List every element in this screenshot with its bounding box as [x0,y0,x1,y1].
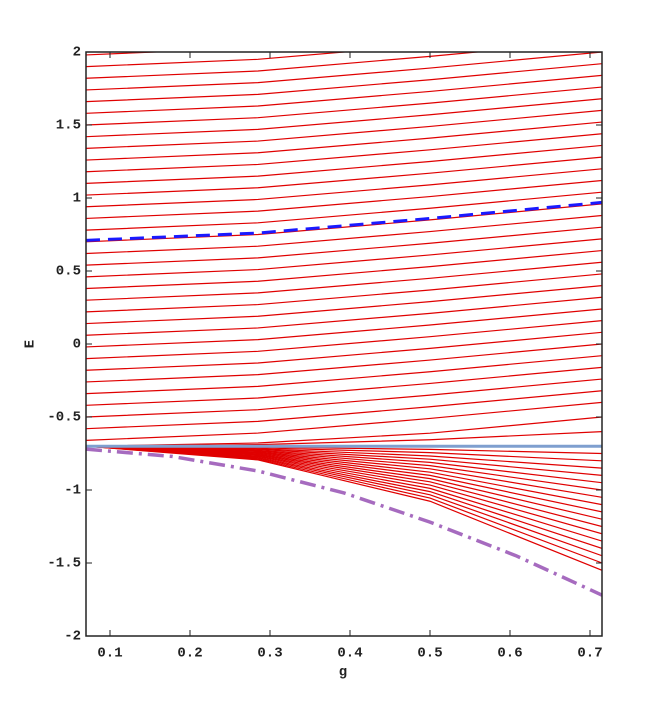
y-tick-label: -0.5 [47,410,81,426]
x-tick-label: 0.6 [497,646,522,662]
x-tick-label: 0.7 [577,646,602,662]
data-line [86,296,602,336]
data-line [86,445,602,549]
data-line [86,238,602,278]
data-line [86,308,602,348]
data-line [86,261,602,301]
y-tick-label: 0 [73,337,81,353]
data-line [86,445,602,564]
data-line [86,378,602,418]
x-axis-label: g [339,665,347,681]
y-tick-label: -1.5 [47,556,81,572]
data-line [86,52,352,68]
y-tick-label: 1 [73,191,81,207]
data-line [86,52,169,56]
x-tick-label: 0.2 [177,646,202,662]
data-line [86,214,602,255]
data-line [86,179,602,220]
data-line [86,366,602,406]
data-line [86,63,602,103]
data-line [86,86,602,126]
x-tick-label: 0.4 [337,646,362,662]
data-line [86,98,602,138]
data-line [86,226,602,266]
data-line [86,431,602,447]
data-line [86,144,602,184]
data-line [86,156,602,196]
y-tick-label: -2 [64,629,81,645]
data-line [86,74,602,114]
data-line [86,168,602,208]
y-tick-label: 2 [73,45,81,61]
x-tick-label: 0.5 [417,646,442,662]
plot-lines [86,52,602,597]
data-line [86,121,602,161]
data-line [86,355,602,395]
data-line [86,249,602,290]
x-tick-label: 0.1 [97,646,122,662]
data-line [86,343,602,383]
data-line [86,416,602,447]
data-line [86,320,602,360]
data-line [86,191,602,231]
data-line [86,133,602,173]
data-line [86,273,602,313]
data-line [86,200,602,242]
data-line [86,331,602,371]
x-tick-label: 0.3 [257,646,282,662]
data-line [86,52,602,91]
data-line [86,109,602,149]
y-axis-label: E [23,340,39,348]
data-line [86,401,602,441]
data-line [86,52,484,79]
data-line [86,390,602,430]
data-line [86,445,602,571]
y-tick-label: 1.5 [56,118,81,134]
data-line [86,285,602,325]
y-tick-label: 0.5 [56,264,81,280]
data-line [86,447,602,597]
y-tick-label: -1 [64,483,81,499]
